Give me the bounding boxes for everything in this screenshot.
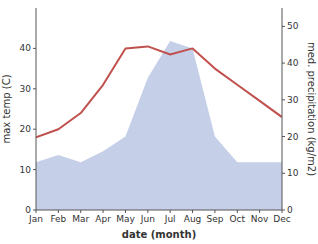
x-axis-line — [36, 210, 282, 211]
x-tick-label: Oct — [229, 214, 245, 224]
y-tick-label: 10 — [20, 165, 32, 175]
y2-tick-label: 40 — [287, 58, 299, 68]
y-tick — [33, 129, 36, 130]
x-tick-label: May — [116, 214, 135, 224]
x-tick — [147, 210, 148, 213]
y2-tick — [282, 63, 285, 64]
x-tick-label: Nov — [251, 214, 269, 224]
y2-tick — [282, 26, 285, 27]
x-tick-label: Sep — [206, 214, 223, 224]
y2-tick-label: 20 — [287, 132, 299, 142]
x-tick-label: Jan — [28, 214, 43, 224]
x-tick-label: Apr — [95, 214, 111, 224]
x-tick — [192, 210, 193, 213]
x-tick-label: Aug — [184, 214, 202, 224]
x-tick — [58, 210, 59, 213]
y-tick-label: 20 — [20, 124, 32, 134]
y-tick — [33, 48, 36, 49]
x-tick — [214, 210, 215, 213]
y-tick — [33, 210, 36, 211]
y-axis-label: max temp (C) — [1, 74, 12, 143]
x-axis-label: date (month) — [122, 229, 196, 240]
x-tick — [170, 210, 171, 213]
y2-tick-label: 10 — [287, 168, 299, 178]
x-tick-label: Jul — [164, 214, 176, 224]
chart: JanFebMarAprMayJunJulAugSepOctNovDec0102… — [0, 0, 318, 244]
line — [36, 46, 282, 137]
y-tick — [33, 169, 36, 170]
y2-axis-line — [282, 8, 283, 210]
y2-tick — [282, 99, 285, 100]
y2-tick — [282, 210, 285, 211]
x-tick — [103, 210, 104, 213]
x-tick-label: Mar — [72, 214, 89, 224]
y2-axis-label: med. precipitation (kg/m2) — [306, 42, 317, 176]
x-tick — [80, 210, 81, 213]
x-tick-label: Jun — [140, 214, 155, 224]
y2-tick-label: 30 — [287, 95, 299, 105]
y-tick-label: 0 — [25, 205, 31, 215]
y2-tick-label: 0 — [287, 205, 293, 215]
y-axis-line — [36, 8, 37, 210]
x-tick — [125, 210, 126, 213]
y-tick-label: 40 — [20, 43, 32, 53]
x-tick-label: Feb — [50, 214, 66, 224]
y-tick-label: 30 — [20, 84, 32, 94]
chart-container: JanFebMarAprMayJunJulAugSepOctNovDec0102… — [0, 0, 318, 244]
y-tick — [33, 88, 36, 89]
x-tick — [259, 210, 260, 213]
y2-tick — [282, 173, 285, 174]
y2-tick-label: 50 — [287, 21, 299, 31]
area — [36, 41, 282, 210]
y2-tick — [282, 136, 285, 137]
x-tick — [237, 210, 238, 213]
plot-area — [36, 41, 282, 210]
x-tick-label: Dec — [273, 214, 290, 224]
